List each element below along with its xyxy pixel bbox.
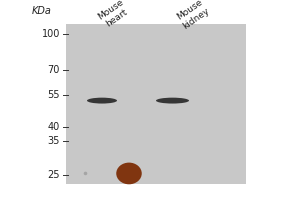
Text: KDa: KDa	[32, 6, 52, 16]
Text: 35: 35	[48, 136, 60, 146]
Text: 40: 40	[48, 122, 60, 132]
Text: Mouse
kidney: Mouse kidney	[175, 0, 211, 31]
Text: 55: 55	[47, 90, 60, 100]
Ellipse shape	[87, 98, 117, 104]
Text: Mouse
heart: Mouse heart	[96, 0, 131, 30]
Ellipse shape	[116, 163, 142, 184]
Text: 25: 25	[47, 170, 60, 180]
Text: 70: 70	[48, 65, 60, 75]
Text: 100: 100	[42, 29, 60, 39]
Ellipse shape	[84, 172, 87, 175]
Ellipse shape	[156, 98, 189, 104]
FancyBboxPatch shape	[66, 24, 246, 184]
